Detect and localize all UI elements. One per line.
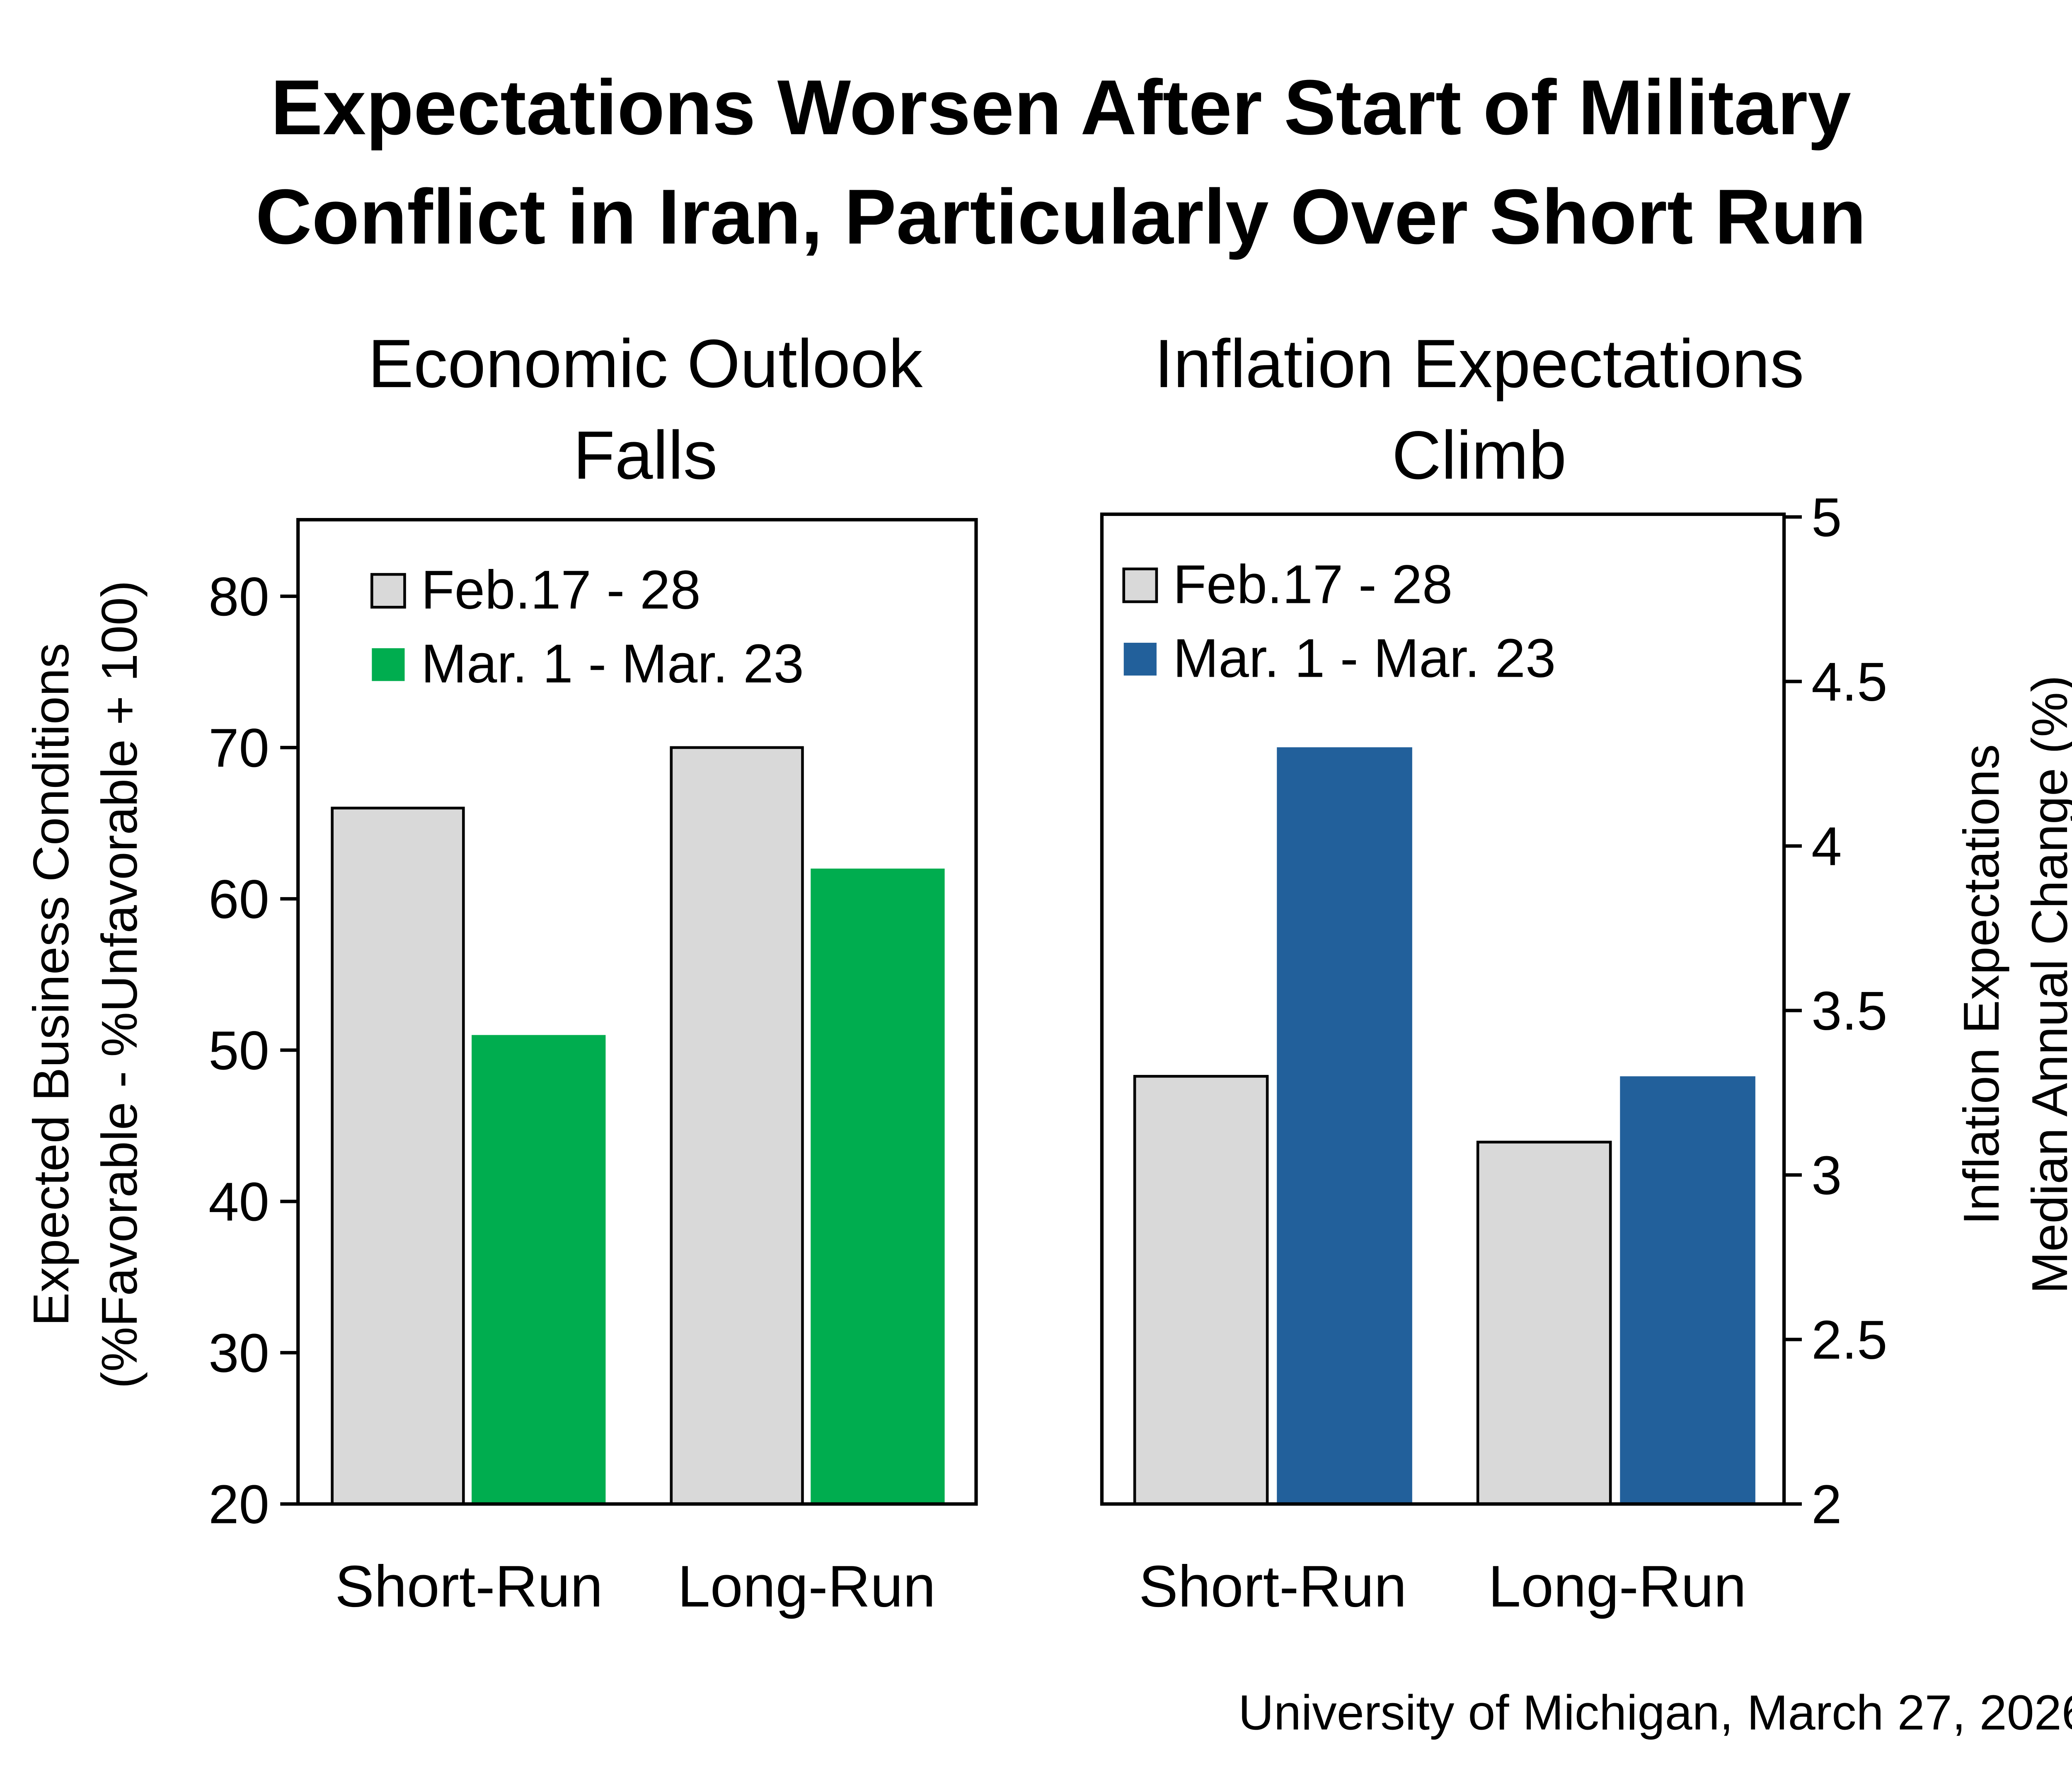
panel-2-tick-label: 5: [1811, 487, 1842, 548]
panel-1-legend-label-2: Mar. 1 - Mar. 23: [421, 633, 804, 694]
panel-2-category-label: Long-Run: [1488, 1554, 1746, 1619]
panel-1-category-label: Long-Run: [678, 1554, 936, 1619]
panel-2-subtitle-line-1: Inflation Expectations: [1155, 325, 1804, 402]
panel-1-category-label: Short-Run: [335, 1554, 603, 1619]
chart-title-line-1: Expectations Worsen After Start of Milit…: [271, 64, 1851, 151]
panel-2-tick-label: 4.5: [1811, 651, 1887, 712]
panel-1-y-axis-label-line-2: (%Favorable - %Unfavorable + 100): [91, 581, 148, 1389]
panel-2-bar-long-run-series-2: [1620, 1076, 1755, 1504]
panel-2-tick-label: 3.5: [1811, 980, 1887, 1041]
panel-2-legend-swatch-2: [1123, 643, 1157, 676]
panel-2-bar-long-run-series-1: [1476, 1140, 1612, 1505]
panel-1-legend-label-1: Feb.17 - 28: [421, 559, 701, 620]
panel-2-tick-label: 2.5: [1811, 1309, 1887, 1370]
panel-2-tick-label: 3: [1811, 1145, 1842, 1206]
panel-1-tick-label: 60: [208, 869, 269, 929]
panel-1-bar-short-run-series-1: [331, 806, 465, 1505]
panel-2-subtitle-line-2: Climb: [1392, 417, 1567, 493]
panel-2-y-axis-label-line-1: Inflation Expectations: [1953, 744, 2009, 1225]
panel-2-bar-short-run-series-2: [1277, 747, 1412, 1504]
panel-1-tick-label: 80: [208, 566, 269, 627]
panel-2-legend-swatch-1: [1122, 567, 1158, 603]
panel-1-tick-label: 20: [208, 1474, 269, 1535]
panel-1-legend-swatch-1: [370, 573, 406, 609]
panel-1-tick-label: 40: [208, 1171, 269, 1232]
panel-1-plot-frame: [296, 518, 978, 1506]
panel-2-tick-label: 2: [1811, 1474, 1842, 1535]
panel-1-subtitle-line-1: Economic Outlook: [368, 325, 923, 402]
panel-1-y-axis-label-line-1: Expected Business Conditions: [23, 643, 79, 1326]
panel-2-bar-short-run-series-1: [1133, 1075, 1269, 1505]
panel-1-tick-label: 30: [208, 1322, 269, 1383]
panel-1-legend-swatch-2: [372, 648, 405, 681]
panel-2-tick-label: 4: [1811, 816, 1842, 877]
panel-1-tick-label: 50: [208, 1020, 269, 1081]
panel-1-bar-long-run-series-1: [670, 746, 804, 1505]
panel-2-legend-label-1: Feb.17 - 28: [1173, 554, 1453, 615]
panel-2-category-label: Short-Run: [1139, 1554, 1406, 1619]
panel-2-y-axis-label-line-2: Median Annual Change (%): [2021, 675, 2072, 1294]
panel-1-subtitle-line-2: Falls: [573, 417, 717, 493]
chart-title-line-2: Conflict in Iran, Particularly Over Shor…: [256, 173, 1866, 260]
source-note: University of Michigan, March 27, 2026: [1238, 1685, 2072, 1740]
panel-1-bar-short-run-series-2: [472, 1035, 606, 1504]
panel-1-tick-label: 70: [208, 717, 269, 778]
panel-2-legend-label-2: Mar. 1 - Mar. 23: [1173, 628, 1556, 689]
panel-1-bar-long-run-series-2: [811, 869, 945, 1504]
